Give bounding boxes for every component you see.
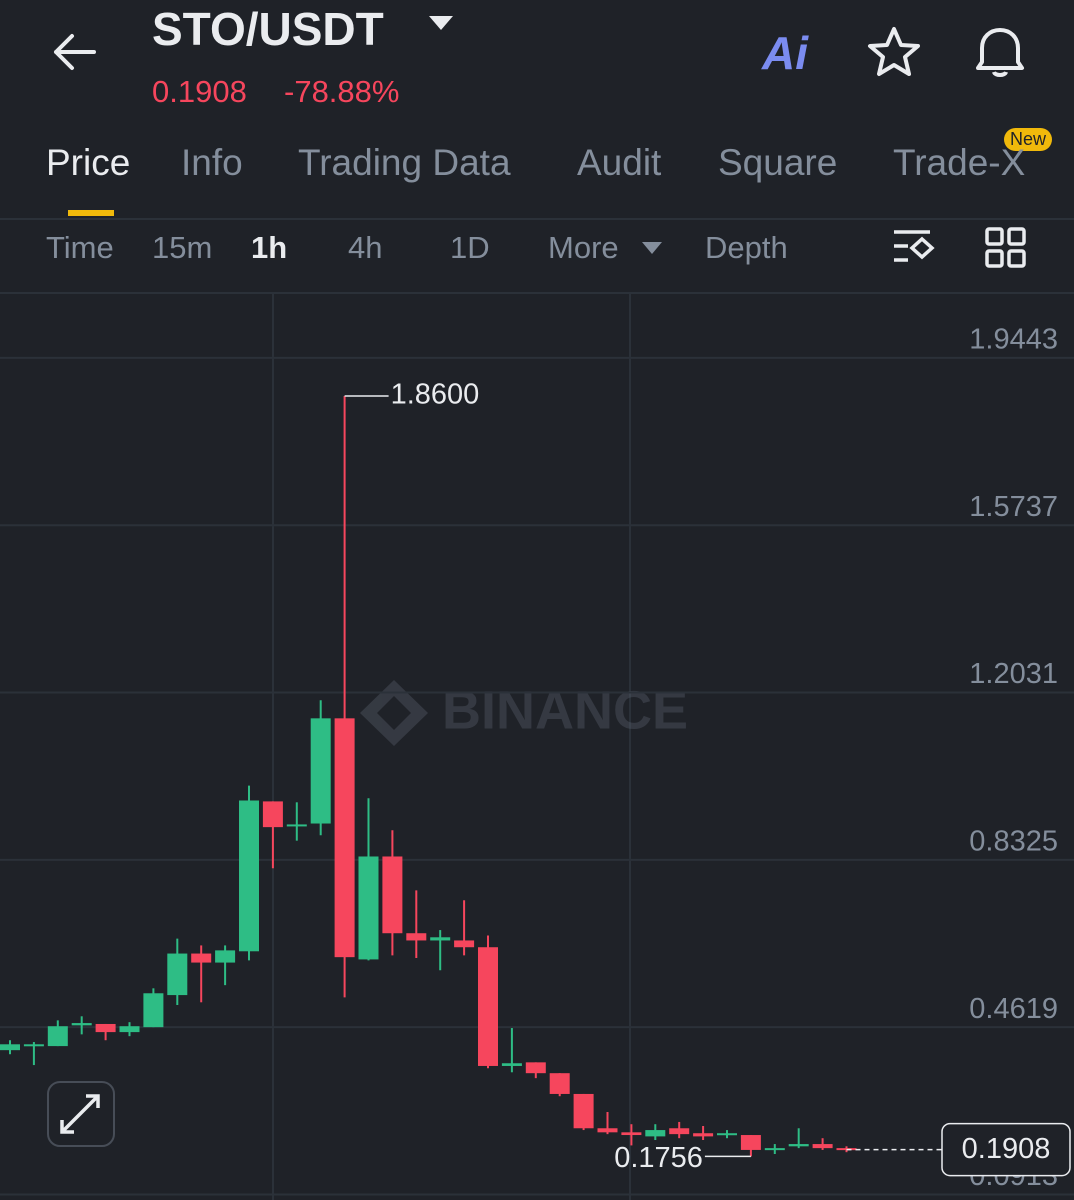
candle-body	[286, 824, 307, 827]
candle-body	[478, 947, 498, 1066]
min-label: 0.1756	[614, 1142, 703, 1174]
interval[interactable]: 1h	[251, 230, 288, 265]
candle-body	[215, 950, 236, 963]
candle-body	[430, 937, 451, 941]
last-price-box	[941, 1122, 1071, 1177]
watermark: BINANCE	[360, 680, 688, 746]
candle-body	[95, 1023, 116, 1033]
y-tick-label: 1.9443	[969, 324, 1058, 356]
y-tick-label: 1.5737	[969, 491, 1058, 523]
alert-button[interactable]	[972, 22, 1028, 80]
candle-body	[501, 1063, 522, 1066]
candle-body	[454, 940, 475, 948]
divider	[0, 292, 1074, 294]
interval[interactable]: More	[548, 230, 619, 265]
candle-body	[262, 801, 283, 828]
y-tick-label: 0.8325	[969, 826, 1058, 858]
ai-button[interactable]: Ai	[762, 27, 808, 79]
tab[interactable]: Trading Data	[298, 142, 511, 183]
interval[interactable]: 4h	[348, 230, 383, 265]
candle-body	[573, 1093, 594, 1129]
candle-body	[119, 1026, 140, 1033]
tab[interactable]: Audit	[577, 142, 662, 183]
candle-body	[597, 1128, 618, 1133]
symbol[interactable]: STO/USDT	[152, 3, 384, 55]
candle-body	[71, 1023, 92, 1026]
more-dropdown[interactable]	[640, 240, 664, 256]
y-tick-label: 1.2031	[969, 658, 1058, 690]
last-price-label: 0.1908	[962, 1133, 1051, 1165]
favorite-button[interactable]	[866, 26, 922, 80]
active-tab-indicator	[68, 210, 114, 216]
candle-body	[788, 1144, 809, 1147]
candle-body	[645, 1130, 666, 1137]
tab[interactable]: Square	[718, 142, 838, 183]
new-badge: New	[1004, 128, 1053, 151]
back-button[interactable]	[50, 30, 100, 74]
candle-body	[382, 856, 403, 934]
y-tick-label: 0.4619	[969, 993, 1058, 1025]
watermark-text: BINANCE	[442, 680, 688, 740]
tab[interactable]: Trade-X	[893, 142, 1026, 183]
candle-body	[406, 933, 427, 941]
divider	[0, 218, 1074, 220]
candle-body	[143, 993, 164, 1028]
candle-body	[310, 718, 331, 824]
candle-body	[0, 1044, 20, 1051]
candle-body	[693, 1133, 714, 1137]
candle-body	[717, 1133, 737, 1136]
candle-body	[740, 1135, 761, 1150]
candle-body	[621, 1132, 642, 1136]
symbol-dropdown[interactable]	[427, 14, 455, 34]
candle-body	[358, 856, 379, 960]
candle-body	[47, 1026, 68, 1047]
interval[interactable]: Time	[46, 230, 114, 265]
interval[interactable]: Depth	[705, 230, 788, 265]
candle-body	[812, 1144, 833, 1149]
tab[interactable]: Price	[46, 142, 131, 183]
candle-body	[764, 1148, 785, 1151]
tab[interactable]: Info	[181, 142, 243, 183]
candle-body	[239, 800, 259, 952]
max-label: 1.8600	[391, 379, 480, 411]
candle-body	[334, 718, 355, 958]
candle-body	[191, 953, 212, 963]
candle-body	[23, 1044, 44, 1047]
price-change: -78.88%	[284, 74, 400, 109]
candle-body	[669, 1128, 690, 1135]
settings-button[interactable]	[890, 226, 936, 270]
candle-body	[549, 1073, 570, 1094]
fullscreen-button[interactable]	[46, 1080, 116, 1148]
candle-body	[167, 953, 188, 996]
interval[interactable]: 15m	[152, 230, 213, 265]
layout-button[interactable]	[984, 226, 1028, 270]
interval[interactable]: 1D	[450, 230, 490, 265]
candle-body	[525, 1062, 546, 1074]
price: 0.1908	[152, 74, 247, 109]
